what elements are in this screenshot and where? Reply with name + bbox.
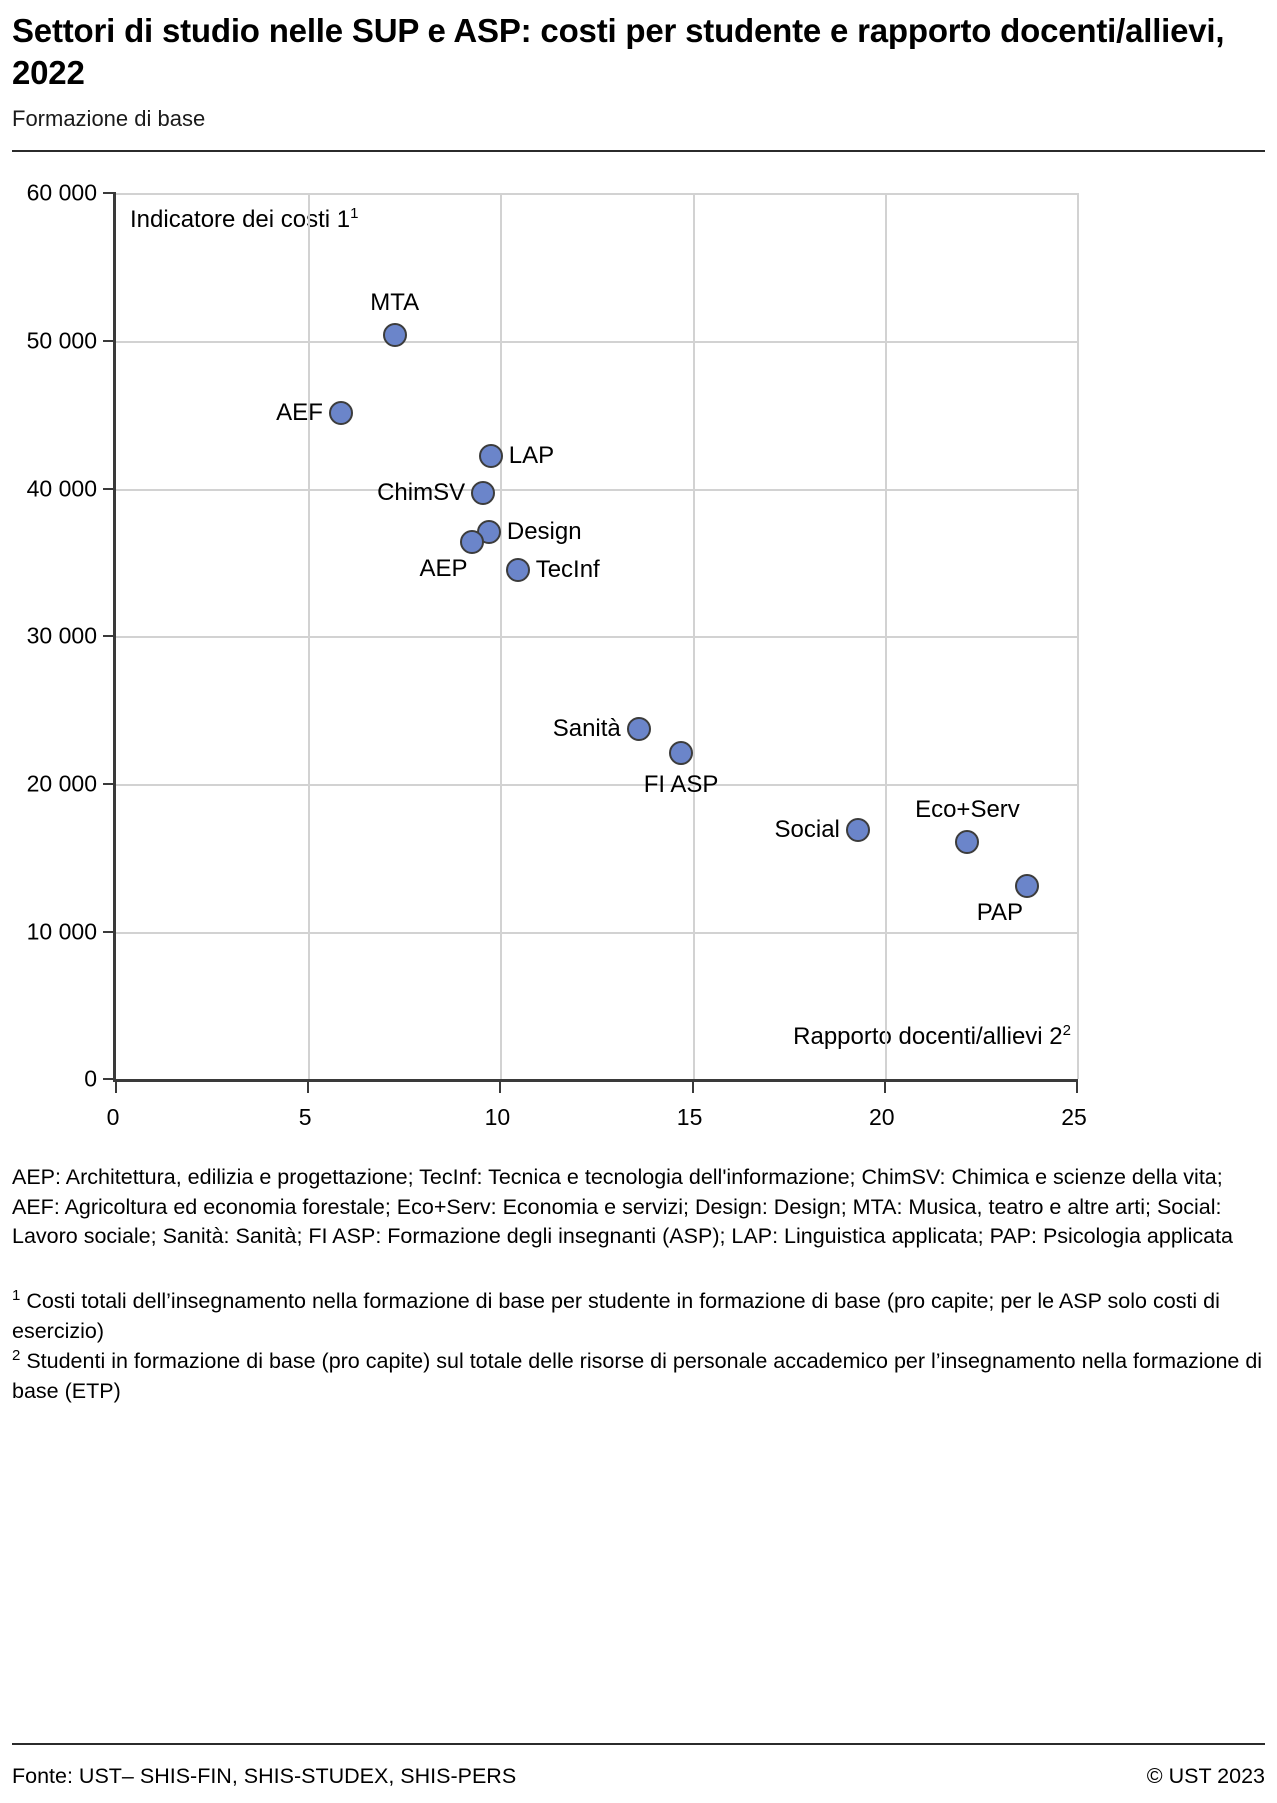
footnote-2: 2 Studenti in formazione di base (pro ca… <box>12 1346 1268 1406</box>
y-axis-tick-label: 10 000 <box>26 918 97 945</box>
scatter-chart: 0 10 000 20 000 30 000 40 000 50 000 60 000 In… <box>0 174 1277 1131</box>
y-axis-tick-labels: 0 10 000 20 000 30 000 40 000 50 000 60 000 <box>0 180 97 1092</box>
data-point[interactable] <box>955 829 980 854</box>
data-point[interactable] <box>669 741 694 766</box>
y-axis-title: Indicatore dei costi 11 <box>130 205 358 234</box>
x-axis-tick <box>115 1079 117 1094</box>
y-axis-tick <box>103 1078 116 1081</box>
x-axis-title-footnote-mark: 2 <box>1062 1022 1071 1040</box>
source-row: Fonte: UST– SHIS-FIN, SHIS-STUDEX, SHIS-… <box>12 1764 1265 1789</box>
data-point-label: Design <box>506 517 582 545</box>
y-axis-tick-label: 40 000 <box>26 475 97 502</box>
gridline-horizontal <box>116 193 1077 196</box>
gridline-vertical <box>308 193 311 1080</box>
chart-subtitle: Formazione di base <box>12 106 206 132</box>
data-point-label: AEP <box>419 554 468 582</box>
y-axis-tick <box>103 635 116 638</box>
data-point-label: MTA <box>370 289 420 317</box>
gridline-horizontal <box>116 341 1077 344</box>
gridline-vertical <box>1077 193 1079 1080</box>
data-point-label: Social <box>774 815 840 843</box>
x-axis-title-text: Rapporto docenti/allievi 2 <box>793 1023 1063 1051</box>
chart-notes: AEP: Architettura, edilizia e progettazi… <box>12 1163 1268 1407</box>
gridline-horizontal <box>116 784 1077 787</box>
source-divider <box>12 1743 1265 1745</box>
footnote-1-mark: 1 <box>12 1286 21 1304</box>
x-axis-tick-labels: 0 5 10 15 20 25 <box>107 1104 1087 1138</box>
x-axis-tick-label: 20 <box>869 1104 895 1131</box>
x-axis-tick <box>307 1079 310 1094</box>
y-axis-tick <box>103 930 116 933</box>
gridline-vertical <box>500 193 503 1080</box>
data-point[interactable] <box>478 444 503 469</box>
data-point[interactable] <box>328 401 353 426</box>
page-title: Settori di studio nelle SUP e ASP: costi… <box>12 12 1225 92</box>
chart-header: Settori di studio nelle SUP e ASP: costi… <box>0 0 1277 132</box>
data-point-label: Eco+Serv <box>915 795 1020 823</box>
gridline-horizontal <box>116 931 1077 934</box>
y-axis-tick-label: 0 <box>84 1065 97 1092</box>
footnote-1: 1 Costi totali dell’insegnamento nella f… <box>12 1286 1268 1346</box>
plot-area: Indicatore dei costi 11 Rapporto docenti… <box>103 192 1079 1094</box>
copyright-text: © UST 2023 <box>1146 1764 1265 1788</box>
y-axis-tick <box>103 192 116 195</box>
y-axis-tick-label: 60 000 <box>26 179 97 206</box>
footnote-2-mark: 2 <box>12 1347 21 1365</box>
data-point-label: ChimSV <box>377 479 466 507</box>
x-axis-tick-label: 10 <box>484 1104 511 1131</box>
x-axis-tick-label: 0 <box>106 1104 120 1131</box>
data-point[interactable] <box>505 558 530 583</box>
x-axis-tick <box>883 1079 886 1094</box>
x-axis-title: Rapporto docenti/allievi 22 <box>793 1022 1071 1051</box>
data-point-label: Sanità <box>552 715 621 743</box>
x-axis-tick-label: 5 <box>298 1104 312 1131</box>
x-axis-tick <box>499 1079 502 1094</box>
y-axis-title-text: Indicatore dei costi 1 <box>130 206 351 234</box>
data-point[interactable] <box>459 529 484 554</box>
source-text: Fonte: UST– SHIS-FIN, SHIS-STUDEX, SHIS-… <box>12 1764 517 1788</box>
data-point-label: TecInf <box>535 556 600 584</box>
x-axis-tick <box>691 1079 694 1094</box>
footnote-2-text: Studenti in formazione di base (pro capi… <box>12 1349 1263 1404</box>
data-point-label: AEF <box>276 399 323 427</box>
y-axis-tick-label: 20 000 <box>26 770 97 797</box>
x-axis-tick-label: 15 <box>676 1104 703 1131</box>
data-point-label: LAP <box>508 442 555 470</box>
gridline-vertical <box>884 193 887 1080</box>
footnote-1-text: Costi totali dell’insegnamento nella for… <box>12 1289 1220 1343</box>
data-point[interactable] <box>471 481 496 506</box>
data-point[interactable] <box>1015 874 1040 899</box>
y-axis-title-footnote-mark: 1 <box>350 205 359 223</box>
y-axis-tick-label: 30 000 <box>26 622 97 649</box>
data-point[interactable] <box>382 323 407 348</box>
gridline-vertical <box>692 193 695 1080</box>
x-axis-tick <box>1076 1079 1078 1094</box>
data-point[interactable] <box>845 817 870 842</box>
data-point[interactable] <box>626 717 651 742</box>
y-axis-tick <box>103 487 116 490</box>
abbreviations-text: AEP: Architettura, edilizia e progettazi… <box>12 1165 1233 1249</box>
gridline-horizontal <box>116 488 1077 491</box>
data-point-label: FI ASP <box>643 771 719 799</box>
y-axis-tick <box>103 340 116 343</box>
x-axis-tick-label: 25 <box>1061 1104 1087 1131</box>
data-point-label: PAP <box>976 899 1024 927</box>
gridline-horizontal <box>116 636 1077 639</box>
y-axis-tick <box>103 783 116 786</box>
y-axis-tick-label: 50 000 <box>26 327 97 354</box>
header-divider <box>12 150 1265 153</box>
